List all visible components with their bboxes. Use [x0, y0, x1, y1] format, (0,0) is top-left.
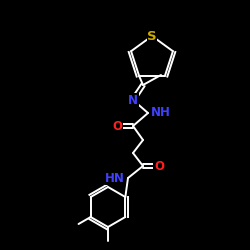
Text: S: S	[147, 30, 157, 43]
Text: O: O	[112, 120, 122, 132]
Text: O: O	[154, 160, 164, 172]
Text: NH: NH	[151, 106, 171, 120]
Text: HN: HN	[105, 172, 125, 184]
Text: N: N	[128, 94, 138, 106]
